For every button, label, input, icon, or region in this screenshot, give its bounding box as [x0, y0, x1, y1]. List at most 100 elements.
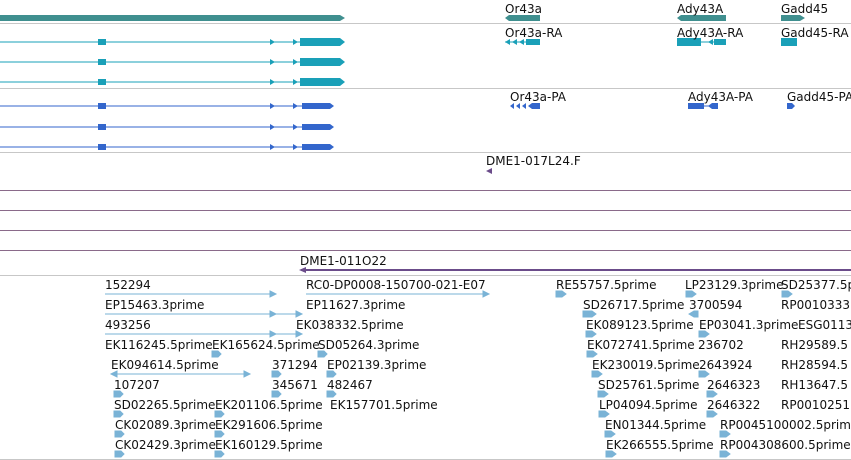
ests-label[interactable]: RH13647.5 — [781, 378, 848, 392]
ests-label[interactable]: EK160129.5prime — [215, 438, 323, 452]
est-glyph[interactable] — [685, 290, 697, 298]
ests-label[interactable]: RP0010333 — [781, 298, 851, 312]
ests-label[interactable]: EK201106.5prime — [215, 398, 323, 412]
gene-glyph-gadd45[interactable] — [781, 15, 805, 21]
gene-glyph[interactable] — [0, 15, 345, 21]
ests-label[interactable]: SD02265.5prime — [114, 398, 216, 412]
transcripts_ra-label[interactable]: Ady43A-RA — [677, 26, 744, 40]
protein-glyph[interactable] — [0, 103, 334, 109]
transcript-glyph[interactable] — [0, 78, 345, 86]
protein-glyph-ady43a-pa[interactable] — [688, 103, 718, 109]
est-glyph[interactable] — [582, 310, 597, 318]
protein-glyph-or43a-pa[interactable] — [510, 103, 540, 109]
est-glyph[interactable] — [105, 330, 304, 338]
transcript-glyph[interactable] — [0, 38, 345, 46]
est-glyph[interactable] — [271, 390, 282, 398]
transcripts_pa-label[interactable]: Gadd45-PA — [787, 90, 851, 104]
ests-label[interactable]: 236702 — [698, 338, 744, 352]
est-glyph[interactable] — [781, 290, 793, 298]
gene-glyph-ady43a[interactable] — [677, 15, 726, 21]
est-glyph[interactable] — [306, 290, 491, 298]
ests-label[interactable]: RH28594.5 — [781, 358, 848, 372]
transcripts_ra-label[interactable]: Gadd45-RA — [781, 26, 849, 40]
ests-label[interactable]: CK02429.3prime — [115, 438, 216, 452]
transcript-glyph-gadd45-ra[interactable] — [781, 38, 797, 46]
est-glyph[interactable] — [326, 370, 337, 378]
clones-label[interactable]: DME1-011O22 — [300, 254, 387, 268]
ests-label[interactable]: EK072741.5prime — [587, 338, 695, 352]
transcripts_ra-label[interactable]: Or43a-RA — [505, 26, 563, 40]
transcript-glyph-or43a-ra[interactable] — [505, 39, 540, 45]
est-glyph[interactable] — [317, 350, 328, 358]
ests-label[interactable]: EK157701.5prime — [330, 398, 438, 412]
est-glyph[interactable] — [555, 290, 567, 298]
ests-label[interactable]: EP02139.3prime — [327, 358, 427, 372]
est-glyph[interactable] — [211, 350, 222, 358]
est-glyph[interactable] — [698, 370, 710, 378]
ests-label[interactable]: RH29589.5 — [781, 338, 848, 352]
est-glyph[interactable] — [113, 410, 124, 418]
est-glyph[interactable] — [719, 430, 731, 438]
est-glyph[interactable] — [109, 370, 252, 378]
est-glyph[interactable] — [214, 410, 225, 418]
est-glyph[interactable] — [113, 390, 124, 398]
clone-glyph-dme1-011o22[interactable] — [299, 267, 851, 273]
ests-label[interactable]: EK291606.5prime — [215, 418, 323, 432]
est-glyph[interactable] — [214, 450, 225, 458]
genes-label[interactable]: Ady43A — [677, 2, 724, 16]
est-glyph[interactable] — [105, 290, 278, 298]
est-glyph[interactable] — [688, 310, 699, 318]
est-glyph[interactable] — [597, 390, 609, 398]
genes-label[interactable]: Or43a — [505, 2, 543, 16]
ests-label[interactable]: 2646323 — [707, 378, 761, 392]
ests-label[interactable]: EN01344.5prime — [605, 418, 707, 432]
clone-glyph-dme1-017l24[interactable] — [486, 168, 492, 174]
ests-label[interactable]: RP0010251 — [781, 398, 851, 412]
ests-label[interactable]: EK266555.5prime — [606, 438, 714, 452]
ests-label[interactable]: 152294 — [105, 278, 151, 292]
est-glyph[interactable] — [706, 390, 718, 398]
ests-label[interactable]: 107207 — [114, 378, 160, 392]
est-glyph[interactable] — [698, 330, 710, 338]
ests-label[interactable]: RP0045100002.5prime — [720, 418, 851, 432]
ests-label[interactable]: EP11627.3prime — [306, 298, 406, 312]
ests-label[interactable]: LP23129.3prime — [685, 278, 784, 292]
ests-label[interactable]: CK02089.3prime — [115, 418, 216, 432]
est-glyph[interactable] — [706, 410, 718, 418]
est-glyph[interactable] — [586, 350, 598, 358]
ests-label[interactable]: SD05264.3prime — [318, 338, 420, 352]
ests-label[interactable]: 345671 — [272, 378, 318, 392]
est-glyph[interactable] — [605, 450, 617, 458]
est-glyph[interactable] — [114, 430, 125, 438]
ests-label[interactable]: RE55757.5prime — [556, 278, 657, 292]
ests-label[interactable]: RP004308600.5prime — [720, 438, 851, 452]
ests-label[interactable]: ESG0113 — [798, 318, 851, 332]
ests-label[interactable]: EK230019.5prime — [592, 358, 700, 372]
ests-label[interactable]: 3700594 — [689, 298, 743, 312]
ests-label[interactable]: EP03041.3prime — [699, 318, 799, 332]
est-glyph[interactable] — [271, 370, 282, 378]
protein-glyph[interactable] — [0, 124, 334, 130]
ests-label[interactable]: LP04094.5prime — [599, 398, 698, 412]
est-glyph[interactable] — [326, 390, 337, 398]
est-glyph[interactable] — [719, 450, 731, 458]
est-glyph[interactable] — [114, 450, 125, 458]
est-glyph[interactable] — [591, 370, 603, 378]
protein-glyph[interactable] — [0, 144, 334, 150]
ests-label[interactable]: 371294 — [272, 358, 318, 372]
ests-label[interactable]: EK165624.5prime — [212, 338, 320, 352]
gene-glyph-or43a[interactable] — [505, 15, 540, 21]
ests-label[interactable]: EK116245.5prime — [105, 338, 213, 352]
ests-label[interactable]: EK089123.5prime — [586, 318, 694, 332]
ests-label[interactable]: EP15463.3prime — [105, 298, 205, 312]
est-glyph[interactable] — [214, 430, 225, 438]
genes-label[interactable]: Gadd45 — [781, 2, 829, 16]
ests-label[interactable]: SD25377.5prime — [781, 278, 851, 292]
ests-label[interactable]: SD26717.5prime — [583, 298, 685, 312]
ests-label[interactable]: 493256 — [105, 318, 151, 332]
transcript-glyph[interactable] — [0, 58, 345, 66]
transcript-glyph-ady43a-ra[interactable] — [677, 38, 726, 46]
ests-label[interactable]: 2646322 — [707, 398, 761, 412]
ests-label[interactable]: EK038332.5prime — [296, 318, 404, 332]
